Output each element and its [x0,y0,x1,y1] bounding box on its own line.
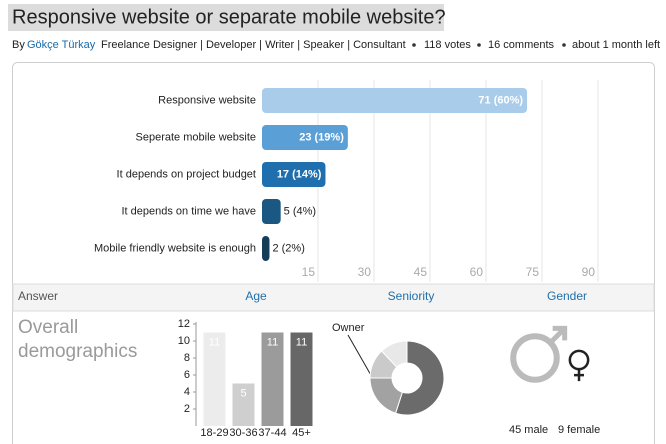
bar [262,236,270,261]
x-tick-label: 60 [470,265,484,279]
y-tick-label: 6 [184,369,190,381]
demographics-title: Overall demographics [18,317,138,362]
gender-label: 45 male [509,424,548,436]
y-tick-label: 4 [184,386,190,398]
male-icon [510,325,568,383]
value-label: 5 (4%) [284,205,316,217]
poll-title: Responsive website or separate mobile we… [12,6,446,28]
category-label: It depends on project budget [117,168,256,180]
bar [262,162,326,187]
separator [412,43,416,47]
value-label: 17 (14%) [277,168,322,180]
x-tick-label: 75 [526,265,540,279]
y-tick-label: 2 [184,403,190,415]
x-tick-label: 15 [302,265,316,279]
x-tick-label: 18-29 [200,427,228,439]
x-tick-label: 30 [358,265,372,279]
y-tick-label: 8 [184,352,190,364]
bar [262,88,528,113]
tab[interactable]: Age [245,289,267,303]
tab-bar [12,283,655,312]
value-label: 71 (60%) [478,94,523,106]
slice-label: Owner [332,322,365,334]
category-label: Responsive website [158,94,256,106]
separator [477,43,481,47]
category-label: Seperate mobile website [136,131,256,143]
value-label: 11 [267,336,278,348]
female-icon [568,349,590,382]
time-left: about 1 month left [572,39,660,51]
tab[interactable]: Gender [547,289,587,303]
donut-slice [380,340,408,368]
donut-slice [394,340,445,416]
icon-ring [510,333,560,383]
author[interactable]: Gökçe Türkay [27,39,96,51]
y-tick-label: 10 [178,335,190,347]
bar [290,332,313,426]
icon-arrow [548,325,568,345]
gender-label: 9 female [558,424,600,436]
tab[interactable]: Answer [18,289,58,303]
value-label: 5 [240,387,246,399]
separator [562,43,566,47]
bar [232,383,255,426]
by: By [12,39,25,51]
comments[interactable]: 16 comments [488,39,555,51]
icon-cross [574,369,584,382]
x-tick-label: 45+ [292,427,311,439]
value-label: 23 (19%) [299,131,344,143]
author-title: Freelance Designer | Developer | Writer … [101,39,406,51]
y-tick-label: 12 [178,318,190,330]
category-label: Mobile friendly website is enough [94,242,256,254]
category-label: It depends on time we have [121,205,256,217]
x-tick-label: 37-44 [258,427,286,439]
tab[interactable]: Seniority [388,289,435,303]
x-tick-label: 90 [582,265,596,279]
value-label: 2 (2%) [272,242,304,254]
x-tick-label: 45 [414,265,428,279]
title-highlight [8,4,444,31]
value-label: 11 [209,336,220,348]
votes: 118 votes [424,39,471,51]
bar [203,332,226,426]
value-label: 11 [296,336,307,348]
x-tick-label: 30-36 [229,427,257,439]
bar [262,199,281,224]
bar [262,125,348,150]
results-box [12,62,655,444]
bar [261,332,284,426]
